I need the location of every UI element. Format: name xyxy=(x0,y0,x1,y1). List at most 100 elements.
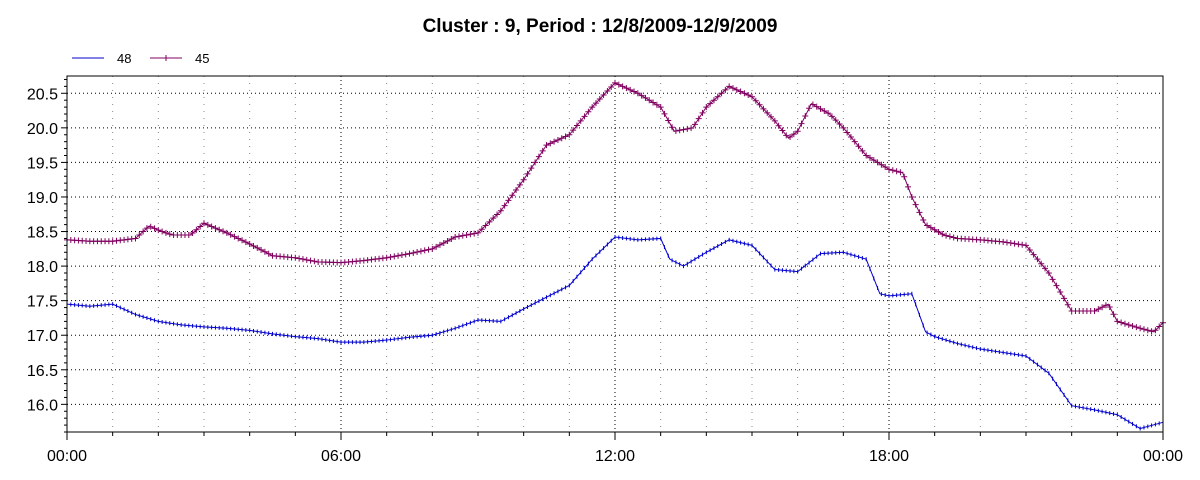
plot-area-frame xyxy=(66,75,1164,433)
data-point-45 xyxy=(870,157,877,164)
y-tick-label: 18.0 xyxy=(27,259,58,276)
y-tick-label: 18.5 xyxy=(27,225,58,242)
data-point-45 xyxy=(216,226,223,233)
data-point-45 xyxy=(760,105,767,112)
data-point-45 xyxy=(1148,328,1155,335)
data-point-45 xyxy=(623,85,630,92)
data-point-45 xyxy=(684,125,691,132)
data-point-45 xyxy=(1049,276,1056,283)
data-point-45 xyxy=(566,131,573,138)
data-point-45 xyxy=(547,140,554,147)
data-point-45 xyxy=(494,211,501,218)
legend: 48 45 xyxy=(72,51,209,66)
x-tick-label: 12:00 xyxy=(595,448,635,465)
data-point-45 xyxy=(855,143,862,150)
data-point-45 xyxy=(383,254,390,261)
data-point-45 xyxy=(1129,323,1136,330)
data-point-45 xyxy=(889,167,896,174)
data-point-45 xyxy=(897,169,904,176)
data-point-45 xyxy=(1038,260,1045,267)
data-point-45 xyxy=(585,108,592,115)
data-point-45 xyxy=(779,127,786,134)
grid xyxy=(67,76,1163,432)
data-point-45 xyxy=(1011,240,1018,247)
data-point-45 xyxy=(688,125,695,132)
data-point-45 xyxy=(398,252,405,259)
data-point-45 xyxy=(410,249,417,256)
y-tick-label: 19.0 xyxy=(27,190,58,207)
data-point-45 xyxy=(741,90,748,97)
data-point-45 xyxy=(790,131,797,138)
data-point-45 xyxy=(589,104,596,111)
legend-label: 48 xyxy=(117,51,131,66)
legend-label: 45 xyxy=(195,51,209,66)
data-point-45 xyxy=(1030,251,1037,258)
data-point-45 xyxy=(528,165,535,172)
data-point-45 xyxy=(1156,323,1163,330)
data-point-45 xyxy=(1023,242,1029,249)
data-point-45 xyxy=(1140,326,1147,333)
series-markers-48 xyxy=(66,235,1164,431)
data-point-45 xyxy=(825,110,832,117)
data-point-45 xyxy=(265,250,272,257)
data-point-45 xyxy=(1003,239,1010,246)
data-point-45 xyxy=(448,236,455,243)
data-point-45 xyxy=(950,234,957,241)
data-point-45 xyxy=(882,164,889,171)
data-point-45 xyxy=(246,240,253,247)
data-point-45 xyxy=(193,226,200,233)
series-markers-45 xyxy=(64,79,1166,335)
data-point-45 xyxy=(147,223,154,230)
data-point-45 xyxy=(657,104,664,111)
data-point-45 xyxy=(600,92,607,99)
data-point-45 xyxy=(539,147,546,154)
data-point-45 xyxy=(844,129,851,136)
data-point-45 xyxy=(151,225,158,232)
data-point-45 xyxy=(516,181,523,188)
data-point-45 xyxy=(577,117,584,124)
data-point-45 xyxy=(455,233,462,240)
data-point-45 xyxy=(592,100,599,107)
data-point-45 xyxy=(908,193,915,200)
data-point-45 xyxy=(946,233,953,240)
data-point-45 xyxy=(646,97,653,104)
data-point-45 xyxy=(1125,321,1132,328)
data-point-45 xyxy=(501,202,508,209)
data-point-45 xyxy=(1042,265,1049,272)
data-point-45 xyxy=(821,108,828,114)
data-point-45 xyxy=(562,133,569,140)
data-point-45 xyxy=(452,234,459,241)
data-point-45 xyxy=(429,245,436,252)
data-point-45 xyxy=(1152,327,1159,334)
data-point-45 xyxy=(707,100,714,107)
data-point-45 xyxy=(840,124,847,131)
y-tick-label: 16.5 xyxy=(27,363,58,380)
data-point-45 xyxy=(809,101,816,108)
y-tick-label: 17.5 xyxy=(27,294,58,311)
data-point-45 xyxy=(1026,246,1033,253)
legend-entry-45: 45 xyxy=(150,51,209,66)
data-point-45 xyxy=(414,249,421,256)
data-point-45 xyxy=(718,90,725,97)
x-tick-label: 00:00 xyxy=(47,448,87,465)
data-point-45 xyxy=(201,220,207,227)
data-point-45 xyxy=(669,124,676,131)
data-point-45 xyxy=(189,230,196,237)
data-point-45 xyxy=(467,231,474,238)
data-point-45 xyxy=(596,96,603,103)
data-point-45 xyxy=(1106,304,1113,310)
data-point-45 xyxy=(261,248,268,255)
data-point-45 xyxy=(417,248,424,255)
y-tick-label: 17.0 xyxy=(27,328,58,345)
data-point-45 xyxy=(878,161,885,168)
x-tick-label: 00:00 xyxy=(1143,448,1183,465)
data-point-45 xyxy=(806,105,813,112)
data-point-45 xyxy=(185,231,192,238)
data-point-45 xyxy=(672,128,679,135)
data-point-45 xyxy=(619,83,626,90)
data-point-45 xyxy=(459,232,466,239)
data-point-45 xyxy=(939,231,946,238)
data-point-45 xyxy=(787,134,794,141)
data-point-45 xyxy=(513,187,520,194)
